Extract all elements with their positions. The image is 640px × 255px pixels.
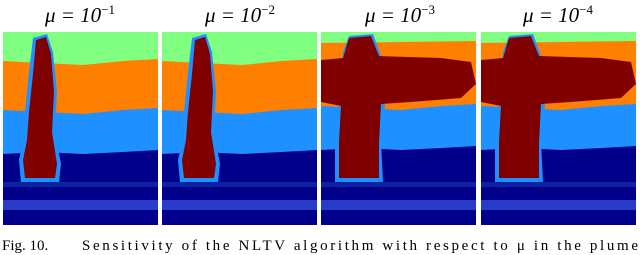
segmentation-map [481,32,636,225]
panel-title: μ = 10−4 [522,2,594,27]
panel-title: μ = 10−1 [44,2,115,27]
title-base: μ = 10 [364,3,422,27]
caption-text: Sensitivity of the NLTV algorithm with r… [82,238,638,254]
title-base: μ = 10 [44,3,102,27]
title-exponent: −3 [421,2,435,17]
segmentation-map [321,32,476,225]
title-exponent: −2 [261,2,275,17]
panel-title: μ = 10−2 [204,2,275,27]
segmentation-map [162,32,317,225]
title-exponent: −4 [579,2,593,17]
title-base: μ = 10 [204,3,262,27]
title-base: μ = 10 [522,3,580,27]
title-exponent: −1 [101,2,115,17]
segmentation-map [3,32,158,225]
panel-title: μ = 10−3 [364,2,435,27]
caption-label: Fig. 10. [2,238,48,254]
